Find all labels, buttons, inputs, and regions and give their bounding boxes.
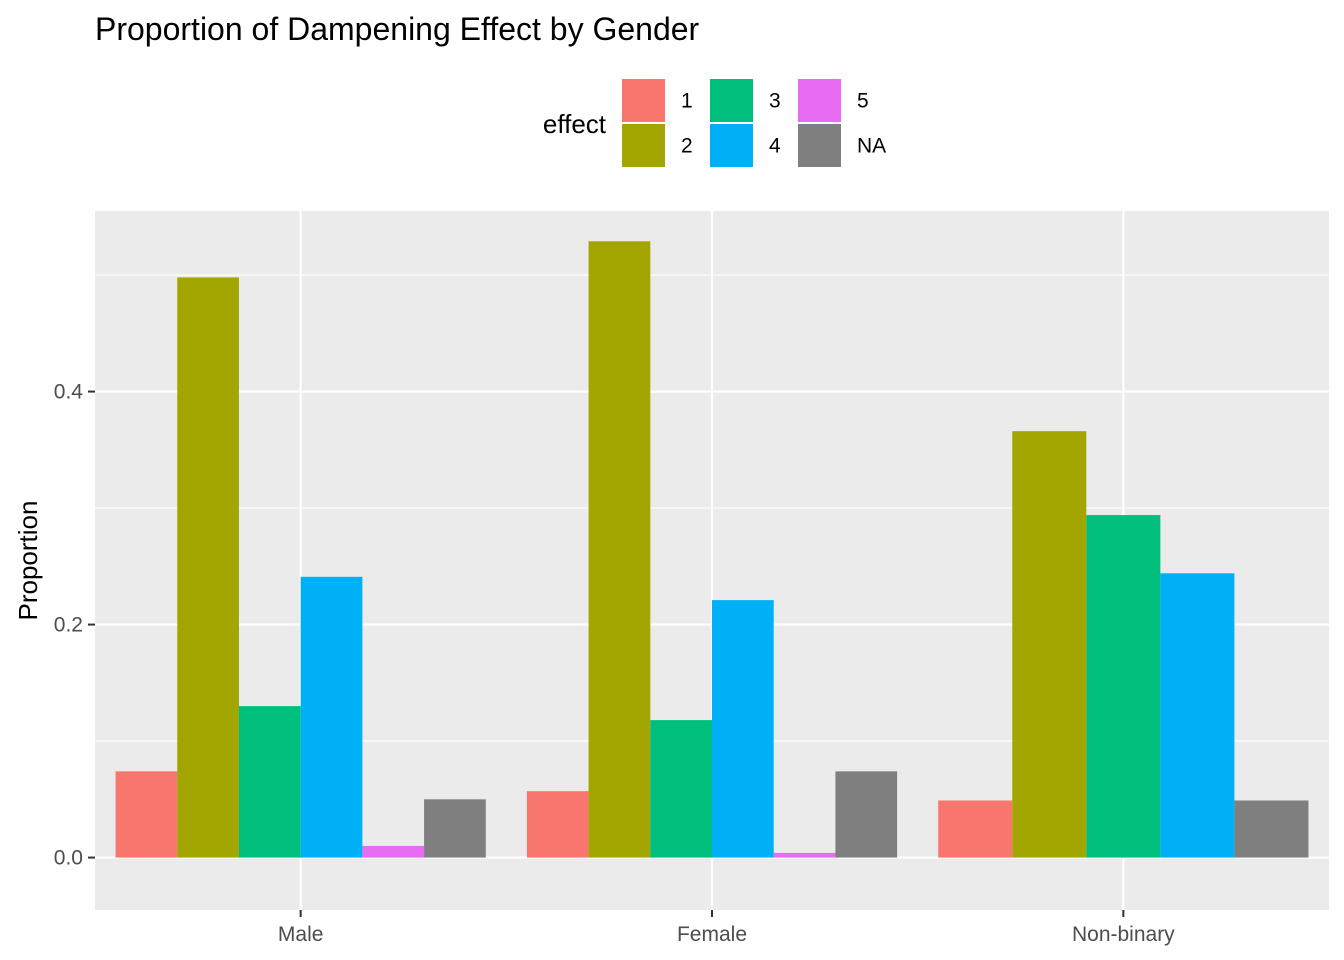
x-axis: Male Female Non-binary <box>278 910 1175 946</box>
legend-title: effect <box>543 109 607 139</box>
legend-label-effect-3: 3 <box>769 90 781 113</box>
y-axis-title: Proportion <box>13 501 43 621</box>
bar-non-binary-effect-3 <box>1086 515 1161 858</box>
bar-non-binary-effect-4 <box>1160 573 1235 858</box>
y-axis: 0.0 0.2 0.4 <box>54 381 95 870</box>
legend: effect 1 2 3 4 5 NA <box>543 79 886 167</box>
x-tick-label: Female <box>677 923 747 946</box>
legend-label-effect-2: 2 <box>681 135 693 158</box>
bar-female-effect-na <box>835 771 898 858</box>
bar-male-effect-1 <box>115 771 178 858</box>
bar-non-binary-effect-1 <box>938 800 1013 858</box>
bar-male-effect-na <box>424 799 486 858</box>
legend-key-effect-5 <box>798 79 841 122</box>
legend-label-effect-4: 4 <box>769 135 781 158</box>
legend-key-effect-1 <box>622 79 665 122</box>
bar-female-effect-4 <box>712 600 774 858</box>
legend-key-effect-na <box>798 124 841 167</box>
legend-key-effect-3 <box>710 79 753 122</box>
bar-female-effect-1 <box>526 791 589 858</box>
y-tick-label: 0.2 <box>54 614 83 637</box>
legend-label-effect-5: 5 <box>857 90 869 113</box>
bar-female-effect-3 <box>650 720 712 858</box>
x-tick-label: Male <box>278 923 324 946</box>
bar-male-effect-5 <box>362 845 425 858</box>
x-tick-label: Non-binary <box>1072 923 1175 946</box>
bar-male-effect-2 <box>177 277 239 858</box>
legend-key-effect-2 <box>622 124 665 167</box>
bars <box>115 241 1309 858</box>
bar-non-binary-effect-na <box>1234 800 1309 858</box>
bar-male-effect-4 <box>300 576 363 858</box>
y-tick-label: 0.4 <box>54 381 84 404</box>
chart-title: Proportion of Dampening Effect by Gender <box>95 11 700 47</box>
y-tick-label: 0.0 <box>54 847 83 870</box>
legend-label-effect-na: NA <box>857 135 886 158</box>
bar-non-binary-effect-2 <box>1012 431 1087 858</box>
legend-label-effect-1: 1 <box>681 90 693 113</box>
bar-male-effect-3 <box>238 706 301 858</box>
bar-female-effect-2 <box>588 241 651 858</box>
bar-female-effect-5 <box>773 852 836 858</box>
legend-key-effect-4 <box>710 124 753 167</box>
